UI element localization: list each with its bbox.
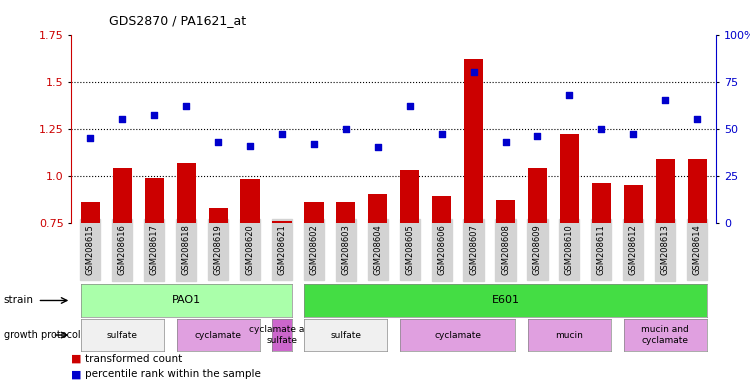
Point: [596, 126, 608, 132]
Text: percentile rank within the sample: percentile rank within the sample: [85, 369, 261, 379]
Point: [436, 131, 448, 137]
Text: cyclamate: cyclamate: [195, 331, 242, 339]
Bar: [209, 208, 228, 223]
Point: [404, 103, 416, 109]
Bar: [112, 168, 132, 223]
Bar: [145, 177, 164, 223]
Bar: [528, 168, 547, 223]
Bar: [560, 134, 579, 223]
Point: [500, 139, 512, 145]
Bar: [241, 179, 260, 223]
Text: GDS2870 / PA1621_at: GDS2870 / PA1621_at: [109, 14, 246, 27]
Bar: [688, 159, 706, 223]
Text: ■: ■: [71, 369, 82, 379]
Text: sulfate: sulfate: [106, 331, 138, 339]
Point: [276, 131, 288, 137]
Point: [691, 116, 703, 122]
Point: [116, 116, 128, 122]
Bar: [176, 162, 196, 223]
Bar: [304, 202, 323, 223]
Point: [532, 133, 544, 139]
Text: transformed count: transformed count: [85, 354, 182, 364]
Bar: [656, 159, 675, 223]
Point: [627, 131, 639, 137]
Point: [148, 113, 160, 119]
Point: [563, 92, 575, 98]
Point: [340, 126, 352, 132]
Point: [308, 141, 320, 147]
Bar: [624, 185, 643, 223]
Text: growth protocol: growth protocol: [4, 330, 80, 340]
Bar: [272, 221, 292, 223]
Text: PAO1: PAO1: [172, 295, 201, 306]
Bar: [368, 195, 387, 223]
Bar: [464, 59, 483, 223]
Point: [244, 142, 256, 149]
Point: [659, 98, 671, 104]
Text: ■: ■: [71, 354, 82, 364]
Text: cyclamate and
sulfate: cyclamate and sulfate: [248, 325, 316, 345]
Bar: [81, 202, 100, 223]
Point: [180, 103, 192, 109]
Bar: [592, 183, 611, 223]
Bar: [400, 170, 419, 223]
Point: [372, 144, 384, 151]
Point: [212, 139, 224, 145]
Text: E601: E601: [491, 295, 520, 306]
Point: [467, 69, 479, 75]
Bar: [336, 202, 356, 223]
Text: strain: strain: [4, 295, 34, 306]
Point: [85, 135, 97, 141]
Text: mucin and
cyclamate: mucin and cyclamate: [641, 325, 689, 345]
Text: cyclamate: cyclamate: [434, 331, 481, 339]
Text: sulfate: sulfate: [330, 331, 362, 339]
Bar: [432, 196, 451, 223]
Bar: [496, 200, 515, 223]
Text: mucin: mucin: [556, 331, 584, 339]
